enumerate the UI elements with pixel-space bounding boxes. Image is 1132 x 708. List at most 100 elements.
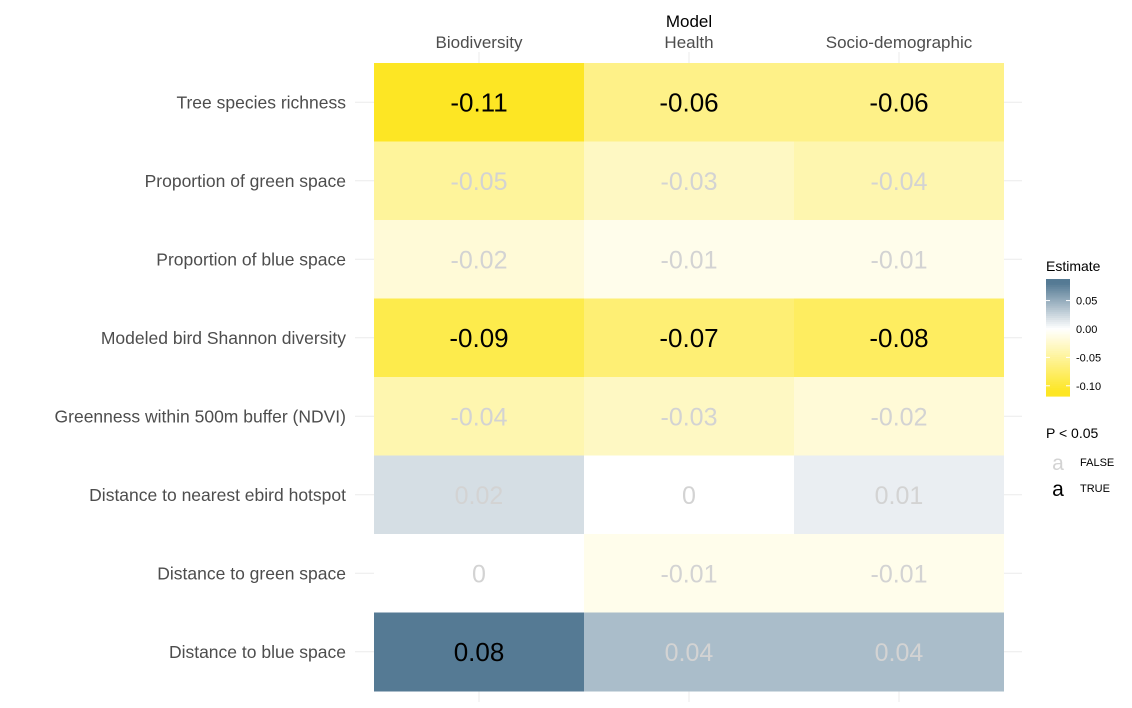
- colorbar-segment: [1046, 335, 1070, 339]
- colorbar-segment: [1046, 349, 1070, 352]
- heatmap-cell: [374, 455, 584, 535]
- colorbar-segment: [1046, 337, 1070, 341]
- cell-value-label: -0.02: [871, 403, 928, 431]
- legend-key-label: TRUE: [1080, 483, 1110, 495]
- colorbar-segment: [1046, 300, 1070, 303]
- colorbar-segment: [1046, 286, 1070, 290]
- cell-value-label: -0.04: [871, 168, 928, 196]
- cell-value-label: -0.03: [661, 168, 718, 196]
- colorbar-segment: [1046, 314, 1070, 317]
- colorbar-tick-label: 0.00: [1076, 324, 1097, 336]
- legend-key-symbol: a: [1052, 478, 1064, 501]
- heatmap-cell: [584, 298, 794, 378]
- colorbar-segment: [1046, 280, 1070, 284]
- cell-value-label: 0.08: [454, 637, 505, 667]
- heatmap-cell: [374, 612, 584, 692]
- heatmap-cell: [374, 377, 584, 456]
- colorbar-segment: [1046, 292, 1070, 296]
- colorbar-segment: [1046, 329, 1070, 333]
- colorbar-segment: [1046, 360, 1070, 364]
- row-labels: Tree species richness Proportion of green…: [55, 92, 347, 662]
- colorbar-segment: [1046, 357, 1070, 360]
- legend: Estimate 0.05 0.00 -0.05 -0.10 P < 0.05 a FALSE…: [1046, 258, 1114, 501]
- colorbar-segment: [1046, 316, 1070, 319]
- colorbar-segment: [1046, 310, 1070, 313]
- colorbar-segment: [1046, 319, 1070, 323]
- cell-value-label: -0.07: [659, 323, 718, 353]
- cell-value-label: -0.11: [450, 87, 507, 117]
- cell-value-label: -0.06: [869, 87, 928, 117]
- colorbar-segment: [1046, 306, 1070, 309]
- colorbar-segment: [1046, 302, 1070, 305]
- row-label: Distance to nearest ebird hotspot: [89, 485, 346, 505]
- heatmap-cell: [794, 534, 1004, 613]
- column-label: Health: [664, 33, 713, 52]
- cell-value-label: 0.04: [665, 639, 714, 667]
- colorbar-segment: [1046, 358, 1070, 362]
- colorbar-segment: [1046, 366, 1070, 370]
- column-label: Socio-demographic: [826, 33, 973, 52]
- cell-value-label: -0.01: [661, 246, 718, 274]
- colorbar-segment: [1046, 323, 1070, 327]
- cell-value-label: -0.01: [871, 560, 928, 588]
- colorbar-segment: [1046, 353, 1070, 356]
- heatmap-cell: [794, 377, 1004, 456]
- legend-key-label: FALSE: [1080, 457, 1114, 469]
- colorbar-segment: [1046, 341, 1070, 344]
- colorbar-segment: [1046, 345, 1070, 348]
- colorbar-segment: [1046, 394, 1070, 397]
- cell-value-label: 0.01: [875, 482, 924, 510]
- colorbar-segment: [1046, 343, 1070, 346]
- legend-title-estimate: Estimate: [1046, 258, 1101, 274]
- colorbar-segment: [1046, 384, 1070, 387]
- x-axis-title: Model: [666, 12, 712, 31]
- cell-value-label: 0.04: [875, 639, 924, 667]
- cell-value-label: -0.03: [661, 403, 718, 431]
- heatmap-cell: [374, 534, 584, 613]
- colorbar-segment: [1046, 355, 1070, 358]
- colorbar-segment: [1046, 351, 1070, 354]
- colorbar-segment: [1046, 380, 1070, 383]
- cell-value-label: -0.01: [661, 560, 718, 588]
- colorbar-segment: [1046, 312, 1070, 315]
- colorbar-segment: [1046, 390, 1070, 393]
- colorbar-segment: [1046, 288, 1070, 292]
- row-label: Tree species richness: [176, 92, 346, 112]
- colorbar-segment: [1046, 282, 1070, 286]
- heatmap-cell: [584, 377, 794, 456]
- cell-value-label: -0.06: [659, 87, 718, 117]
- cell-value-label: -0.09: [449, 323, 508, 353]
- colorbar-segment: [1046, 368, 1070, 372]
- colorbar-segment: [1046, 331, 1070, 335]
- heatmap-cell: [374, 141, 584, 221]
- colorbar-segment: [1046, 290, 1070, 294]
- cell-value-label: -0.08: [869, 323, 928, 353]
- colorbar-segment: [1046, 296, 1070, 300]
- heatmap-cell: [584, 455, 794, 535]
- heatmap-cell: [794, 63, 1004, 142]
- cell-labels: -0.11 -0.06 -0.06 -0.05 -0.03 -0.04 -0.02 -0.01…: [449, 87, 928, 667]
- colorbar-segment: [1046, 370, 1070, 374]
- cell-value-label: -0.05: [451, 168, 508, 196]
- colorbar-segment: [1046, 386, 1070, 389]
- colorbar-segment: [1046, 333, 1070, 337]
- heatmap-cell: [794, 455, 1004, 535]
- colorbar-tick-label: -0.05: [1076, 352, 1101, 364]
- legend-title-p-value: P < 0.05: [1046, 425, 1099, 441]
- colorbar-tick-label: 0.05: [1076, 296, 1097, 308]
- colorbar-segment: [1046, 325, 1070, 329]
- colorbar-segment: [1046, 362, 1070, 366]
- colorbar-segment: [1046, 339, 1070, 342]
- colorbar-segment: [1046, 378, 1070, 381]
- colorbar-segment: [1046, 321, 1070, 325]
- cell-value-label: -0.02: [451, 246, 508, 274]
- colorbar-tick-label: -0.10: [1076, 381, 1101, 393]
- colorbar-segment: [1046, 392, 1070, 395]
- cell-value-label: -0.01: [871, 246, 928, 274]
- cell-value-label: 0: [472, 560, 486, 588]
- heatmap-cell: [584, 220, 794, 299]
- colorbar-segment: [1046, 304, 1070, 307]
- row-label: Distance to green space: [157, 563, 346, 583]
- cell-value-label: 0.02: [455, 482, 504, 510]
